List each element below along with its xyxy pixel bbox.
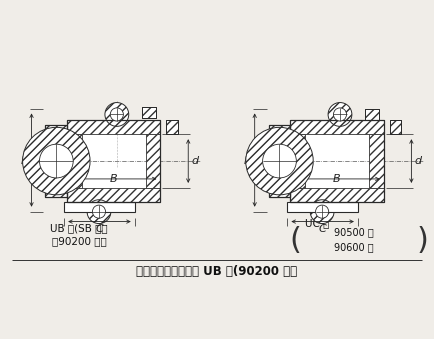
Circle shape: [263, 144, 296, 178]
Bar: [67, 120, 161, 202]
Bar: [390, 120, 401, 134]
Text: B: B: [110, 174, 118, 184]
Circle shape: [316, 205, 329, 218]
Bar: [269, 125, 290, 139]
Text: 带顶丝外球面球轴承 UB 型(90200 型）: 带顶丝外球面球轴承 UB 型(90200 型）: [136, 265, 298, 278]
Circle shape: [39, 144, 73, 178]
Bar: [64, 202, 135, 212]
Bar: [46, 183, 67, 197]
Bar: [287, 202, 358, 212]
Text: UC 型: UC 型: [305, 219, 329, 228]
Bar: [365, 108, 378, 120]
Circle shape: [328, 103, 352, 126]
Bar: [290, 134, 305, 188]
Bar: [141, 106, 155, 118]
Circle shape: [333, 108, 346, 121]
Text: D: D: [20, 156, 29, 166]
Bar: [141, 106, 155, 118]
Bar: [369, 134, 384, 188]
Bar: [290, 120, 384, 202]
Bar: [390, 120, 401, 134]
Bar: [365, 108, 378, 120]
Text: B: B: [333, 174, 341, 184]
Circle shape: [310, 200, 334, 223]
Bar: [67, 120, 161, 134]
Text: C: C: [95, 223, 103, 234]
Bar: [269, 183, 290, 197]
Bar: [305, 134, 369, 188]
Bar: [269, 125, 290, 197]
Bar: [67, 134, 82, 188]
Bar: [166, 120, 178, 134]
Text: ): ): [416, 226, 428, 255]
Text: （90200 型）: （90200 型）: [52, 236, 106, 246]
Bar: [46, 125, 67, 139]
Circle shape: [110, 108, 123, 121]
Bar: [46, 139, 67, 183]
Text: D: D: [243, 156, 252, 166]
Circle shape: [23, 127, 90, 195]
Bar: [67, 188, 161, 202]
Text: d: d: [415, 156, 422, 166]
Circle shape: [105, 103, 129, 126]
Bar: [290, 120, 384, 134]
Bar: [145, 134, 161, 188]
Bar: [166, 120, 178, 134]
Text: (: (: [289, 226, 301, 255]
Bar: [82, 134, 145, 188]
Circle shape: [87, 200, 111, 223]
Bar: [46, 125, 67, 197]
Text: C: C: [319, 223, 326, 234]
Circle shape: [92, 205, 105, 218]
Text: 90500 型: 90500 型: [334, 227, 374, 238]
Text: d: d: [192, 156, 199, 166]
Text: UB 型(SB 型）: UB 型(SB 型）: [50, 223, 108, 234]
Circle shape: [246, 127, 313, 195]
Bar: [290, 188, 384, 202]
Bar: [269, 139, 290, 183]
Text: 90600 型: 90600 型: [334, 242, 374, 252]
